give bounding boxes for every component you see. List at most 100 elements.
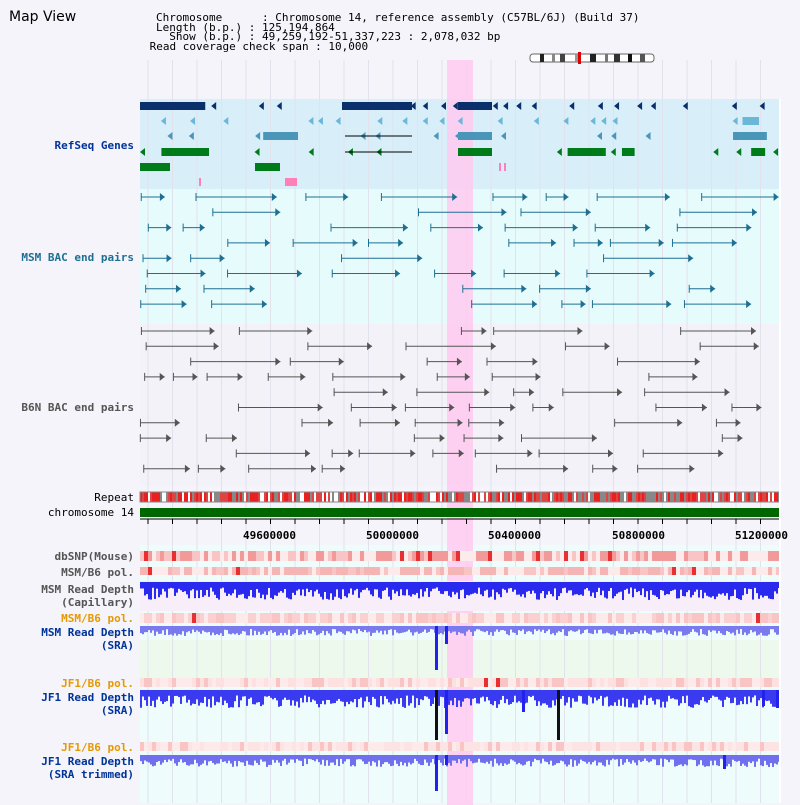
pol-heat-cell <box>332 742 336 751</box>
pol-heat-cell <box>596 678 600 687</box>
depth-bar <box>656 626 658 633</box>
track-label-jf1-b6-pol-1[interactable]: JF1/B6 pol. <box>61 677 134 690</box>
depth-bar <box>482 626 484 632</box>
depth-spike <box>445 690 448 734</box>
repeat-mark <box>204 492 206 502</box>
depth-bar <box>632 690 634 704</box>
pol-heat-cell <box>712 567 716 575</box>
pol-heat-cell <box>612 551 616 561</box>
bac-pair-end <box>395 269 401 278</box>
depth-bar <box>698 755 700 765</box>
depth-bar <box>716 690 718 697</box>
pol-heat-cell <box>468 613 472 623</box>
depth-bar <box>356 626 358 634</box>
depth-bar <box>260 755 262 760</box>
repeat-mark <box>506 492 508 502</box>
depth-bar <box>266 626 268 636</box>
depth-bar <box>610 755 612 761</box>
depth-bar <box>702 626 704 635</box>
gene-arrow <box>492 102 498 110</box>
depth-bar <box>596 755 598 766</box>
bac-pair-end <box>664 193 670 201</box>
depth-bar <box>450 626 452 634</box>
depth-bar <box>528 582 530 591</box>
depth-bar <box>290 626 292 636</box>
pol-heat-cell <box>548 551 552 561</box>
track-label-jf1-depth-trim[interactable]: JF1 Read Depth <box>41 755 134 768</box>
track-label-jf1-b6-pol-2[interactable]: JF1/B6 pol. <box>61 741 134 754</box>
repeat-mark <box>462 492 464 502</box>
repeat-mark <box>168 492 170 502</box>
pol-heat-cell <box>320 551 324 561</box>
track-label-msm-bac[interactable]: MSM BAC end pairs <box>21 251 134 264</box>
pol-heat-cell <box>428 742 432 751</box>
depth-bar <box>366 626 368 633</box>
pol-heat-cell <box>764 742 768 751</box>
depth-bar <box>454 755 456 761</box>
depth-bar <box>524 582 526 598</box>
depth-bar <box>588 582 590 591</box>
pol-heat-cell <box>576 567 580 575</box>
depth-bar <box>308 755 310 759</box>
pol-heat-cell <box>304 742 308 751</box>
pol-heat-cell <box>356 742 360 751</box>
gene-block <box>263 132 298 140</box>
depth-bar <box>478 582 480 588</box>
depth-bar <box>256 626 258 635</box>
depth-bar <box>620 582 622 592</box>
track-label-b6n-bac[interactable]: B6N BAC end pairs <box>21 401 134 414</box>
pol-heat-cell <box>536 551 540 561</box>
depth-bar <box>546 690 548 705</box>
pol-heat-cell <box>776 678 780 687</box>
pol-heat-cell <box>280 678 284 687</box>
track-label-refseq[interactable]: RefSeq Genes <box>54 139 134 152</box>
track-label-msm-b6-pol-1[interactable]: MSM/B6 pol. <box>61 566 134 579</box>
depth-bar <box>694 582 696 592</box>
pol-heat-cell <box>716 551 720 561</box>
depth-bar <box>450 582 452 598</box>
pol-heat-cell <box>572 613 576 623</box>
depth-bar <box>204 690 206 697</box>
depth-bar <box>352 755 354 766</box>
depth-bar <box>222 690 224 706</box>
pol-heat-cell <box>176 551 180 561</box>
depth-bar <box>252 582 254 598</box>
pol-heat-cell <box>588 613 592 623</box>
depth-bar <box>152 755 154 767</box>
pol-heat-cell <box>668 551 672 561</box>
repeat-mark <box>576 492 578 502</box>
track-label-msm-depth-cap[interactable]: MSM Read Depth <box>41 583 134 596</box>
pol-heat-cell <box>448 678 452 687</box>
track-label-dbsnp[interactable]: dbSNP(Mouse) <box>54 550 134 563</box>
pol-heat-cell <box>284 678 288 687</box>
depth-bar <box>412 582 414 595</box>
depth-bar <box>532 626 534 635</box>
pol-heat-cell <box>436 567 440 575</box>
pol-heat-cell <box>328 551 332 561</box>
track-label-msm-b6-pol-2[interactable]: MSM/B6 pol. <box>61 612 134 625</box>
pol-heat-cell <box>756 567 760 575</box>
pol-heat-cell <box>420 742 424 751</box>
track-label-jf1-depth-sra[interactable]: JF1 Read Depth <box>41 691 134 704</box>
depth-bar <box>302 626 304 632</box>
repeat-mark <box>170 492 172 502</box>
track-label-msm-depth-sra[interactable]: MSM Read Depth <box>41 626 134 639</box>
pol-heat-cell <box>264 551 268 561</box>
depth-bar <box>228 690 230 708</box>
depth-bar <box>580 755 582 760</box>
repeat-mark <box>344 492 346 502</box>
depth-bar <box>476 626 478 630</box>
repeat-mark <box>544 492 546 502</box>
pol-heat-cell <box>636 742 640 751</box>
depth-bar <box>222 755 224 762</box>
pol-heat-cell <box>660 613 664 623</box>
pol-heat-cell <box>632 567 636 575</box>
pol-heat-cell <box>268 567 272 575</box>
pol-heat-cell <box>232 551 236 561</box>
pol-heat-cell <box>392 567 396 575</box>
pol-heat-cell <box>416 567 420 575</box>
depth-bar <box>344 755 346 762</box>
pol-heat-cell <box>768 551 772 561</box>
depth-bar <box>548 626 550 630</box>
depth-bar <box>752 690 754 698</box>
